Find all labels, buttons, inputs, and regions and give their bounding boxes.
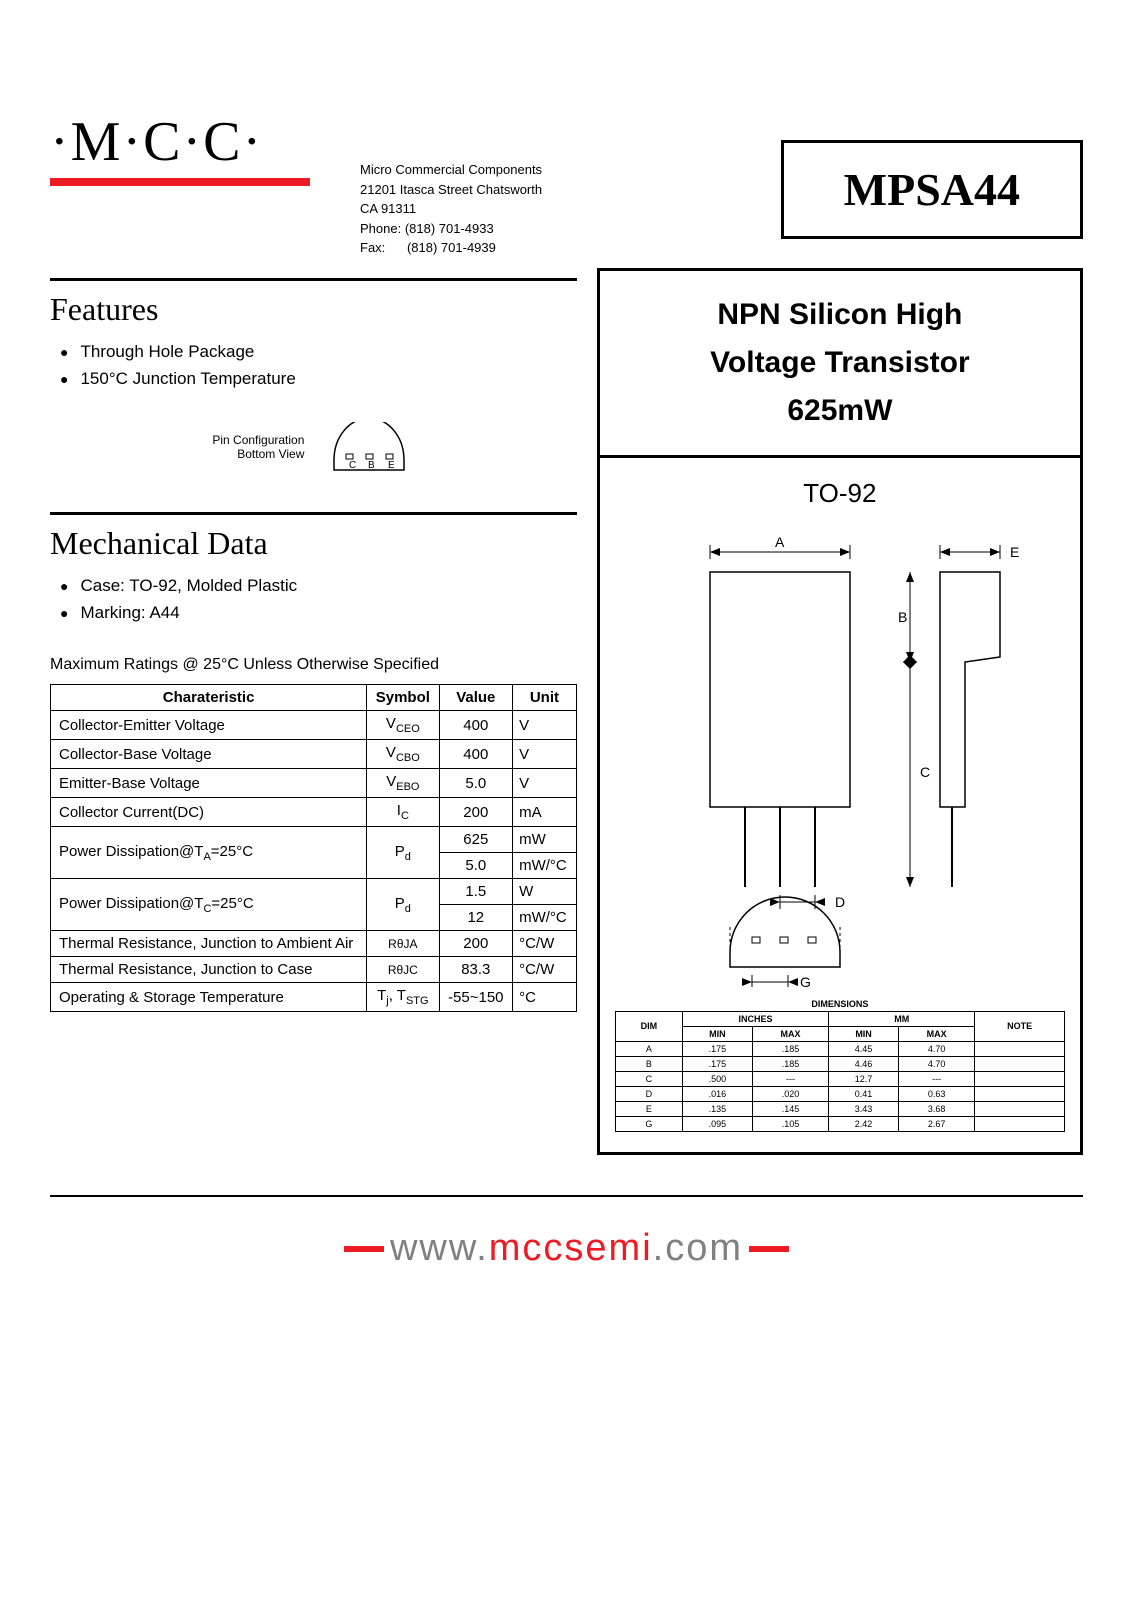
part-number-text: MPSA44 [844,163,1020,216]
description-line3: 625mW [620,387,1060,435]
pin-config-label: Pin Configuration Bottom View [212,433,304,461]
mcc-logo-text: ·M·C·C· [50,110,310,174]
ratings-row: Collector Current(DC) IC 200 mA [51,798,577,827]
dims-row: A.175.1854.454.70 [615,1041,1064,1056]
ratings-header: Value [439,685,513,711]
ratings-row: Thermal Resistance, Junction to Ambient … [51,931,577,957]
ratings-header: Charateristic [51,685,367,711]
header-row: ·M·C·C· Micro Commercial Components 2120… [50,110,1083,258]
footer-tld: .com [653,1227,743,1269]
dash-icon [344,1246,384,1252]
ratings-header: Symbol [367,685,439,711]
company-citystate: CA 91311 [360,199,542,219]
svg-text:D: D [835,894,845,910]
company-name: Micro Commercial Components [360,160,542,180]
svg-text:E: E [1010,544,1019,560]
mechanical-item: Case: TO-92, Molded Plastic [60,572,577,599]
feature-item: 150°C Junction Temperature [60,365,577,392]
company-phone: Phone: (818) 701-4933 [360,219,542,239]
left-column: Features Through Hole Package 150°C Junc… [50,268,577,1155]
svg-text:B: B [898,609,907,625]
dims-row: B.175.1854.464.70 [615,1056,1064,1071]
features-list: Through Hole Package 150°C Junction Temp… [50,338,577,392]
description-box: NPN Silicon High Voltage Transistor 625m… [597,268,1083,455]
dimensions-table: DIMENSIONS DIM INCHES MM NOTE MIN MAX MI… [615,997,1065,1132]
svg-text:E: E [388,460,395,471]
dims-row: C.500---12.7--- [615,1071,1064,1086]
mechanical-heading: Mechanical Data [50,525,577,562]
description-line2: Voltage Transistor [620,339,1060,387]
footer-url: www.mccsemi.com [50,1227,1083,1270]
dims-row: G.095.1052.422.67 [615,1116,1064,1131]
logo-block: ·M·C·C· [50,110,310,186]
pin-config-icon: C B E [324,422,414,472]
dims-row: D.016.0200.410.63 [615,1086,1064,1101]
dims-title: DIMENSIONS [615,997,1064,1012]
ratings-title: Maximum Ratings @ 25°C Unless Otherwise … [50,656,577,674]
rule [50,278,577,281]
footer-rule [50,1195,1083,1197]
package-box: TO-92 A [597,455,1083,1155]
feature-item: Through Hole Package [60,338,577,365]
main-content: Features Through Hole Package 150°C Junc… [50,268,1083,1155]
ratings-row: Emitter-Base Voltage VEBO 5.0 V [51,769,577,798]
right-column: NPN Silicon High Voltage Transistor 625m… [597,268,1083,1155]
svg-text:G: G [800,974,811,987]
dims-unit-header-row: DIM INCHES MM NOTE [615,1011,1064,1026]
svg-text:C: C [920,764,930,780]
company-address: Micro Commercial Components 21201 Itasca… [360,110,542,258]
mechanical-list: Case: TO-92, Molded Plastic Marking: A44 [50,572,577,626]
svg-text:B: B [368,460,375,471]
ratings-header-row: Charateristic Symbol Value Unit [51,685,577,711]
rule [50,512,577,515]
mcc-red-bar [50,178,310,186]
dims-row: E.135.1453.433.68 [615,1101,1064,1116]
ratings-header: Unit [513,685,577,711]
ratings-row: Collector-Base Voltage VCBO 400 V [51,740,577,769]
features-heading: Features [50,291,577,328]
svg-text:C: C [349,460,356,471]
description-line1: NPN Silicon High [620,291,1060,339]
package-drawing-icon: A E B C [640,517,1040,987]
ratings-row: Thermal Resistance, Junction to Case RθJ… [51,957,577,983]
mechanical-item: Marking: A44 [60,599,577,626]
company-street: 21201 Itasca Street Chatsworth [360,180,542,200]
ratings-row: Power Dissipation@TC=25°C Pd 1.5 W [51,879,577,905]
ratings-table: Charateristic Symbol Value Unit Collecto… [50,684,577,1012]
footer-domain: mccsemi [489,1227,653,1269]
footer-www: www. [390,1227,489,1269]
part-number-box: MPSA44 [781,140,1083,239]
svg-text:A: A [775,534,785,550]
ratings-row: Power Dissipation@TA=25°C Pd 625 mW [51,827,577,853]
company-fax: Fax: (818) 701-4939 [360,238,542,258]
ratings-row: Operating & Storage Temperature Tj, TSTG… [51,983,577,1012]
pin-config-row: Pin Configuration Bottom View C B E [50,422,577,472]
dash-icon [749,1246,789,1252]
package-name: TO-92 [803,478,876,509]
ratings-row: Collector-Emitter Voltage VCEO 400 V [51,711,577,740]
